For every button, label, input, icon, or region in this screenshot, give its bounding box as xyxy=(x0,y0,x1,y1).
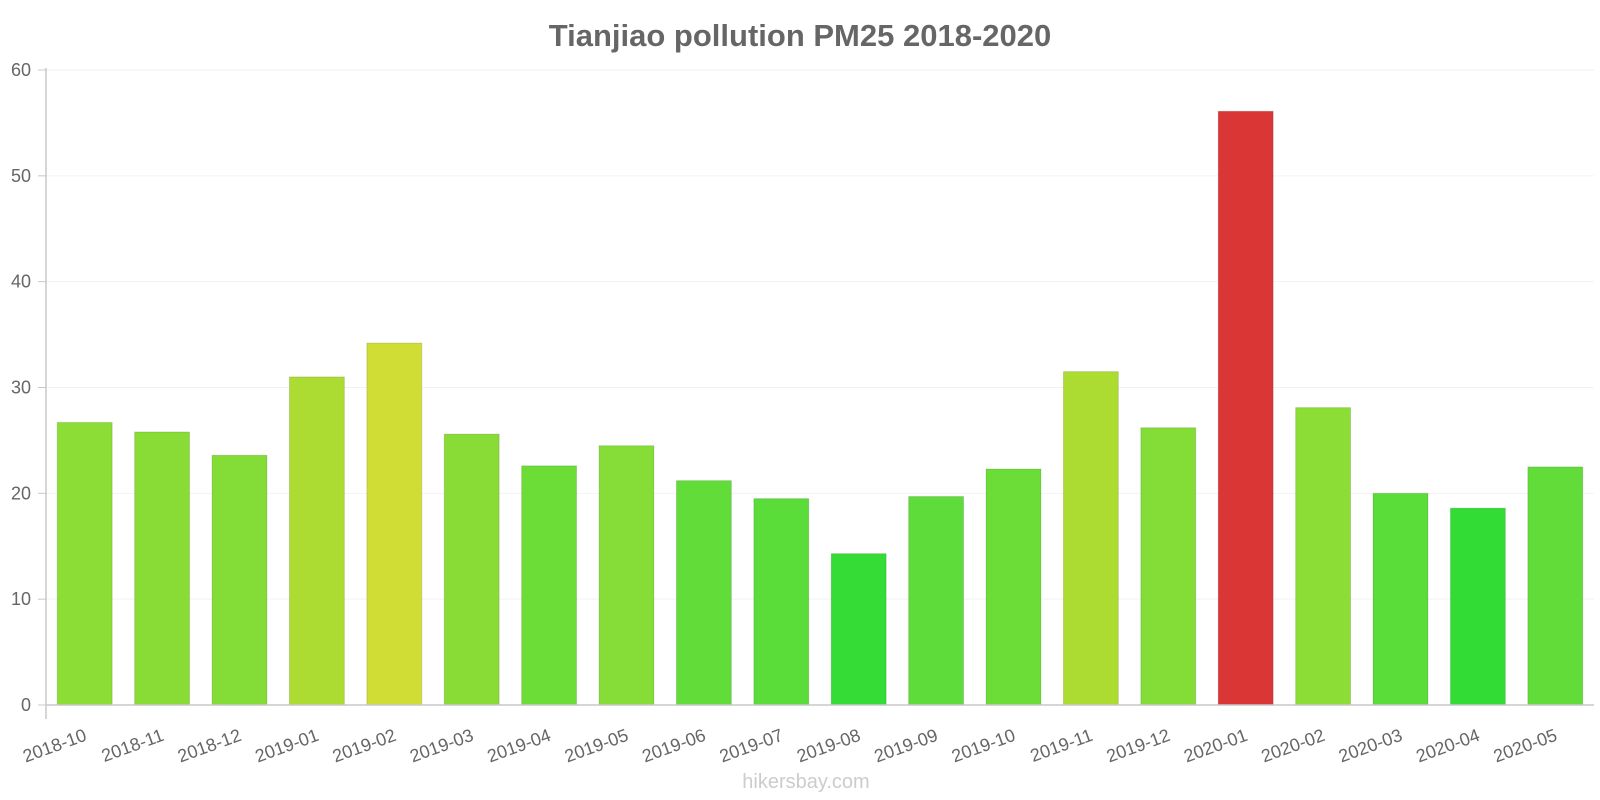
y-tick-label: 0 xyxy=(21,695,31,715)
x-tick-label: 2020-02 xyxy=(1259,725,1328,766)
bar-2018-12 xyxy=(211,454,268,706)
x-tick-label: 2019-01 xyxy=(252,725,321,766)
x-tick-label: 2019-05 xyxy=(562,725,631,766)
bar-2020-01 xyxy=(1217,110,1274,706)
chart-title: Tianjiao pollution PM25 2018-2020 xyxy=(549,18,1051,53)
bar-2019-12 xyxy=(1140,427,1197,706)
bar-2018-11 xyxy=(134,431,191,706)
x-tick-label: 2018-12 xyxy=(175,725,244,766)
bar-2019-04 xyxy=(521,465,578,706)
x-tick-label: 2019-04 xyxy=(485,725,554,766)
bar-2019-03 xyxy=(443,433,500,706)
x-tick-label: 2019-12 xyxy=(1104,725,1173,766)
x-tick-label: 2018-11 xyxy=(99,725,167,766)
x-tick-label: 2019-10 xyxy=(949,725,1018,766)
bars xyxy=(56,110,1584,706)
bar-2020-02 xyxy=(1295,407,1352,706)
bar-2020-04 xyxy=(1449,507,1506,706)
bar-2019-05 xyxy=(598,445,655,706)
bar-2018-10 xyxy=(56,421,113,706)
x-tick-label: 2019-08 xyxy=(794,725,863,766)
x-tick-label: 2019-02 xyxy=(330,725,399,766)
x-tick-label: 2019-07 xyxy=(717,725,786,766)
watermark: hikersbay.com xyxy=(742,771,869,793)
x-axis-ticks: 2018-10 2018-11 2018-12 2019-01 2019-02 2019-… xyxy=(20,725,1560,766)
y-axis-ticks: 0 10 20 30 40 50 60 xyxy=(11,60,46,715)
bar-2019-09 xyxy=(908,496,965,706)
bar-2019-06 xyxy=(675,480,732,706)
x-tick-label: 2020-01 xyxy=(1181,725,1250,766)
bar-2019-01 xyxy=(288,376,345,706)
y-tick-label: 30 xyxy=(11,378,31,398)
bar-2019-11 xyxy=(1062,371,1119,706)
axes xyxy=(45,68,1594,719)
bar-2019-10 xyxy=(985,468,1042,706)
x-tick-label: 2019-11 xyxy=(1028,725,1096,766)
x-tick-label: 2020-05 xyxy=(1491,725,1560,766)
y-tick-label: 20 xyxy=(11,483,31,503)
y-tick-label: 40 xyxy=(11,272,31,292)
x-tick-label: 2018-10 xyxy=(20,725,89,766)
bar-2020-03 xyxy=(1372,492,1429,706)
x-tick-label: 2019-03 xyxy=(407,725,476,766)
x-tick-label: 2020-03 xyxy=(1336,725,1405,766)
bar-2020-05 xyxy=(1527,466,1584,706)
bar-2019-08 xyxy=(830,553,887,706)
y-tick-label: 60 xyxy=(11,60,31,80)
grid-lines xyxy=(46,69,1594,600)
x-tick-label: 2019-06 xyxy=(639,725,708,766)
bar-2019-02 xyxy=(366,342,423,706)
x-tick-label: 2020-04 xyxy=(1413,725,1482,766)
bar-2019-07 xyxy=(753,498,810,706)
x-tick-label: 2019-09 xyxy=(872,725,941,766)
y-tick-label: 10 xyxy=(11,589,31,609)
y-tick-label: 50 xyxy=(11,166,31,186)
